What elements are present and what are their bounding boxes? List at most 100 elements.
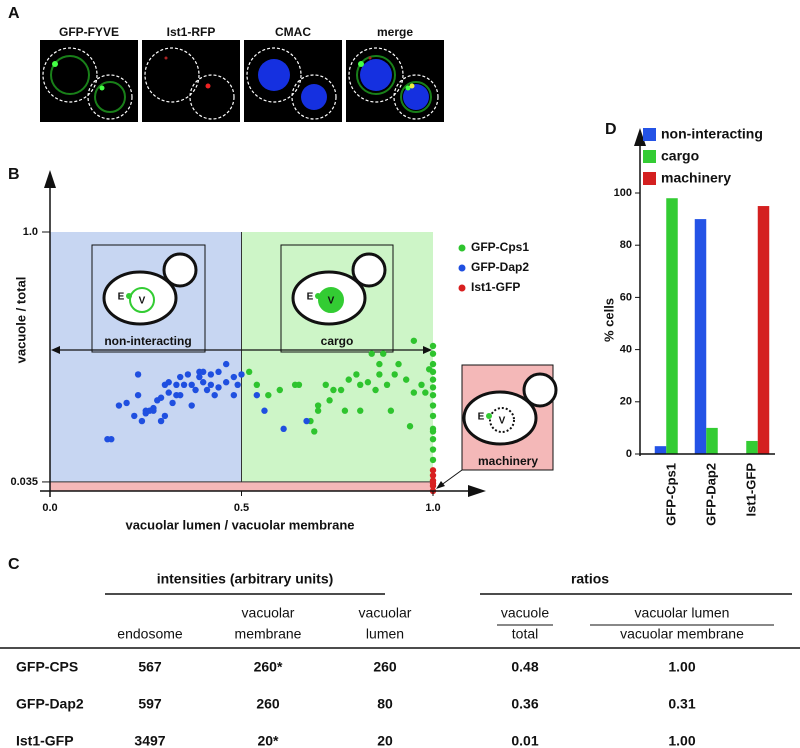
data-point <box>418 381 425 389</box>
data-point <box>222 379 230 386</box>
data-point <box>230 391 238 399</box>
y-tick-label: 0 <box>626 448 632 460</box>
data-point <box>203 386 211 394</box>
table-cell: 80 <box>377 696 393 712</box>
inset-label: machinery <box>478 454 538 468</box>
vacuole <box>318 287 344 313</box>
data-point <box>429 376 437 383</box>
data-point <box>376 360 383 368</box>
region-machinery <box>50 481 433 491</box>
legend-label: GFP-Cps1 <box>471 240 529 254</box>
data-point <box>387 407 395 414</box>
data-point <box>368 350 375 357</box>
group-header: ratios <box>571 571 609 587</box>
row-label: GFP-Dap2 <box>16 696 84 712</box>
column-header: vacuole <box>501 605 549 621</box>
data-point <box>222 360 230 368</box>
data-point <box>429 436 437 443</box>
data-point <box>131 412 138 420</box>
y-axis-label: % cells <box>601 298 616 342</box>
data-point <box>429 482 437 490</box>
data-point <box>422 389 429 396</box>
data-point <box>184 371 192 378</box>
legend-marker <box>458 284 466 292</box>
x-axis-label: vacuolar lumen / vacuolar membrane <box>125 517 354 532</box>
fyve-dot <box>358 61 364 67</box>
column-header: vacuolar lumen <box>635 605 730 621</box>
vacuole <box>489 407 515 433</box>
column-header: vacuolar <box>242 605 295 621</box>
data-point <box>261 407 268 414</box>
row-label: GFP-CPS <box>16 659 78 675</box>
data-point <box>177 391 184 399</box>
data-point <box>353 371 360 378</box>
endosome-label: E <box>307 292 314 303</box>
row-label: Ist1-GFP <box>16 733 74 748</box>
data-point <box>330 386 337 394</box>
data-point <box>429 467 437 474</box>
data-point <box>429 384 437 391</box>
cell-outline <box>87 74 133 120</box>
data-point <box>180 381 188 389</box>
data-point <box>295 381 303 389</box>
cell-outline <box>189 74 235 120</box>
cell-outline <box>291 74 337 120</box>
table-cell: 20* <box>257 733 279 748</box>
data-point <box>429 472 437 479</box>
table-cell: 567 <box>138 659 162 675</box>
vacuole-label: V <box>499 416 506 427</box>
data-point <box>429 360 437 368</box>
data-point <box>380 350 387 357</box>
data-point <box>341 407 349 414</box>
data-point <box>314 407 322 414</box>
data-point <box>234 381 241 389</box>
legend-label: Ist1-GFP <box>471 280 520 294</box>
table-cell: 260* <box>254 659 283 675</box>
bar <box>666 198 678 454</box>
vacuole-label: V <box>328 296 335 307</box>
y-tick-label: 1.0 <box>23 226 38 238</box>
data-point <box>322 381 329 389</box>
data-point <box>364 379 372 386</box>
cell-outline <box>246 47 302 103</box>
data-point <box>177 373 184 381</box>
data-point <box>429 446 437 453</box>
arrow-head <box>51 346 60 354</box>
data-point <box>245 368 253 376</box>
y-tick-label: 20 <box>620 396 632 408</box>
pointer <box>439 469 463 487</box>
inset-label: non-interacting <box>104 334 191 348</box>
data-point <box>402 376 410 383</box>
fyve-dot <box>405 85 411 91</box>
channel-label: CMAC <box>275 25 311 39</box>
data-point <box>165 379 172 386</box>
data-point <box>215 384 222 391</box>
data-point <box>115 402 123 409</box>
axis-arrow <box>468 485 486 497</box>
inset-box <box>91 244 206 353</box>
x-tick-label: 1.0 <box>425 502 440 514</box>
data-point <box>429 391 437 399</box>
bar <box>757 206 770 454</box>
vacuole-stain <box>301 84 327 110</box>
x-tick-label: GFP-Dap2 <box>703 463 718 526</box>
data-point <box>157 394 165 401</box>
data-point <box>123 399 130 407</box>
y-tick-label: 100 <box>614 187 632 199</box>
data-point <box>280 425 287 433</box>
vacuole <box>129 287 155 313</box>
rfp-dot <box>205 83 211 89</box>
data-point <box>406 423 414 430</box>
endosome <box>486 413 492 419</box>
data-point <box>429 342 437 350</box>
axis-arrow <box>44 170 56 188</box>
column-header: endosome <box>117 626 183 642</box>
legend-marker <box>458 244 466 252</box>
data-point <box>207 371 215 378</box>
legend-label: non-interacting <box>661 126 763 142</box>
micrograph <box>142 40 240 122</box>
legend-label: machinery <box>661 170 731 186</box>
column-header: vacuolar membrane <box>620 626 744 642</box>
data-point <box>192 386 199 394</box>
data-point <box>157 417 165 425</box>
